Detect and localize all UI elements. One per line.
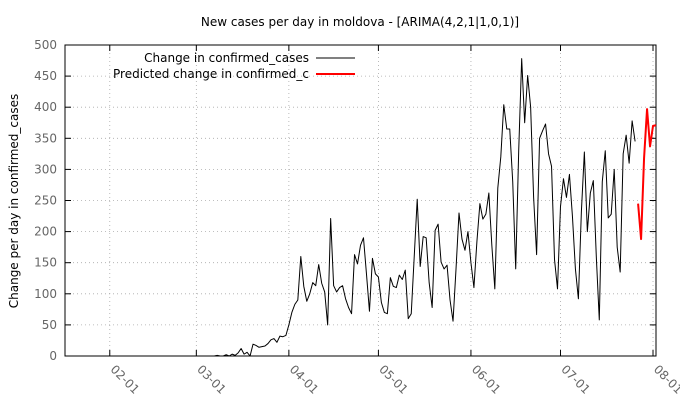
x-axis: 02-01 03-01 04-01 05-01 06-01 07-01 08-01 [108,45,680,397]
legend: Change in confirmed_cases Predicted chan… [113,51,355,81]
x-tick-label: 04-01 [287,362,322,397]
x-tick-label: 05-01 [376,362,411,397]
series-line-actual [79,58,636,357]
y-tick-label: 50 [42,318,57,332]
x-tick-label: 08-01 [651,362,680,397]
y-tick-label: 300 [34,162,57,176]
y-tick-label: 400 [34,100,57,114]
legend-label-predicted: Predicted change in confirmed_c [113,67,309,81]
y-tick-label: 200 [34,225,57,239]
y-tick-label: 0 [49,349,57,363]
x-tick-label: 03-01 [194,362,229,397]
y-tick-label: 150 [34,256,57,270]
series-group [79,58,657,357]
legend-label-actual: Change in confirmed_cases [144,51,309,65]
y-tick-label: 100 [34,287,57,301]
y-tick-label: 250 [34,194,57,208]
x-tick-label: 02-01 [108,362,143,397]
y-tick-label: 350 [34,131,57,145]
series-line-predicted [637,108,657,241]
y-axis-title: Change per day in confirmed_cases [7,94,21,309]
grid [65,45,656,356]
x-tick-label: 07-01 [558,362,593,397]
x-tick-label: 06-01 [469,362,504,397]
y-axis: 0 50 100 150 200 250 300 350 400 450 500 [34,38,656,363]
y-tick-label: 450 [34,69,57,83]
y-tick-label: 500 [34,38,57,52]
chart-title: New cases per day in moldova - [ARIMA(4,… [201,15,519,29]
